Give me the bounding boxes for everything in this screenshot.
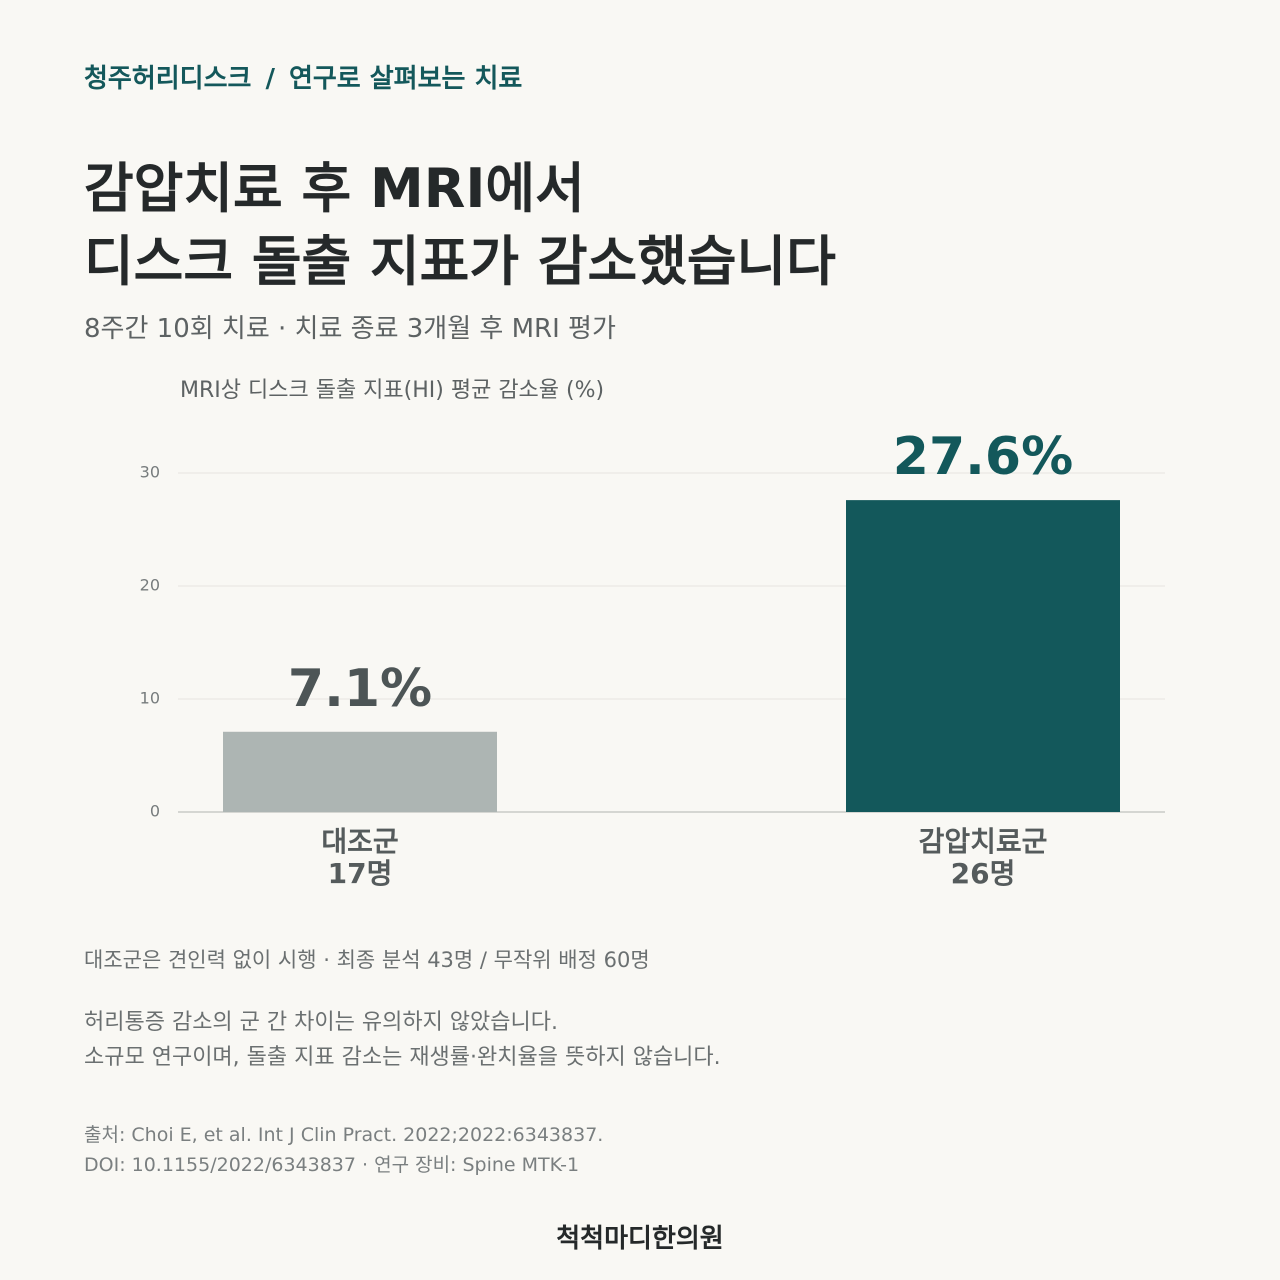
- y-tick-label: 30: [140, 463, 160, 482]
- title-line: 감압치료 후 MRI에서: [84, 157, 585, 220]
- source: 출처: Choi E, et al. Int J Clin Pract. 202…: [84, 1120, 603, 1180]
- footer: 척척마디한의원: [556, 1224, 724, 1254]
- subtitle: 8주간 10회 치료 · 치료 종료 3개월 후 MRI 평가: [84, 314, 616, 344]
- y-tick-label: 0: [150, 802, 160, 821]
- y-tick-label: 10: [140, 689, 160, 708]
- group-size: 26명: [951, 857, 1016, 890]
- separator: /: [265, 64, 275, 94]
- x-tick-label: 감압치료군: [919, 825, 1048, 858]
- title-line: 디스크 돌출 지표가 감소했습니다: [84, 230, 836, 293]
- value-label: 27.6%: [893, 427, 1073, 487]
- breadcrumb: 청주허리디스크 / 연구로 살펴보는 치료: [84, 58, 522, 95]
- design-note: 대조군은 견인력 없이 시행 · 최종 분석 43명 / 무작위 배정 60명: [84, 948, 650, 972]
- caveats: 허리통증 감소의 군 간 차이는 유의하지 않았습니다. 소규모 연구이며, 돌…: [84, 1005, 721, 1075]
- caveat: 허리통증 감소의 군 간 차이는 유의하지 않았습니다.: [84, 1010, 558, 1035]
- group-size: 17명: [328, 857, 393, 890]
- section: 연구로 살펴보는 치료: [288, 64, 523, 94]
- source-line: 출처: Choi E, et al. Int J Clin Pract. 202…: [84, 1124, 604, 1146]
- y-tick-label: 20: [140, 576, 160, 595]
- caveat: 소규모 연구이며, 돌출 지표 감소는 재생률·완치율을 뜻하지 않습니다.: [84, 1045, 721, 1070]
- bar: [223, 731, 497, 812]
- source-line: DOI: 10.1155/2022/6343837 · 연구 장비: Spine…: [84, 1154, 580, 1176]
- value-label: 7.1%: [288, 659, 432, 719]
- brand: 청주허리디스크: [84, 64, 252, 94]
- x-tick-label: 대조군: [321, 825, 398, 858]
- chart-title: 감압치료 후 MRI에서 디스크 돌출 지표가 감소했습니다: [84, 152, 836, 298]
- bar: [846, 500, 1120, 812]
- y-axis-label: MRI상 디스크 돌출 지표(HI) 평균 감소율 (%): [180, 378, 605, 403]
